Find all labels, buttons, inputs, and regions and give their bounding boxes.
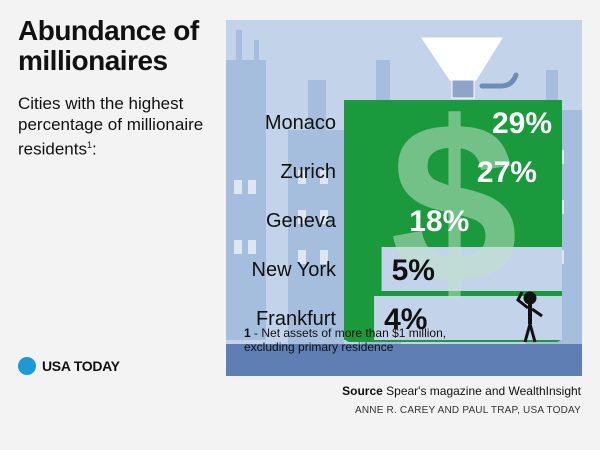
window-0 bbox=[234, 180, 242, 194]
bar-chart: $ Monaco 29% Zurich 27% Geneva 18% New York 5% F… bbox=[226, 20, 582, 376]
bar-geneva bbox=[344, 198, 480, 242]
brand-logo: USA TODAY bbox=[18, 356, 120, 376]
row-backdrop bbox=[344, 296, 562, 340]
brand-name: USA TODAY bbox=[42, 358, 120, 374]
source-label: Source bbox=[342, 384, 383, 398]
value-label: 5% bbox=[392, 254, 435, 287]
brand-dot-icon bbox=[18, 357, 36, 375]
faucet-icon bbox=[479, 72, 519, 89]
source-line: Source Spear's magazine and WealthInsigh… bbox=[342, 384, 581, 398]
window-8 bbox=[298, 250, 306, 264]
chart-title: Abundance of millionaires bbox=[18, 15, 199, 76]
bar-monaco bbox=[344, 100, 562, 144]
value-label: 4% bbox=[384, 303, 427, 336]
bar-new-york bbox=[344, 247, 382, 291]
window-7 bbox=[320, 210, 328, 224]
window-4 bbox=[298, 170, 306, 184]
window-1 bbox=[248, 180, 256, 194]
person-icon bbox=[516, 291, 543, 343]
funnel-icon bbox=[421, 37, 503, 99]
category-label: Geneva bbox=[266, 210, 337, 232]
subtitle-text: Cities with the highest percentage of mi… bbox=[18, 94, 204, 159]
category-label: Frankfurt bbox=[256, 308, 336, 330]
category-label: New York bbox=[252, 259, 337, 281]
window-6 bbox=[298, 210, 306, 224]
ground-band bbox=[226, 344, 582, 376]
category-label: Monaco bbox=[265, 112, 336, 134]
building-4 bbox=[308, 80, 326, 140]
window-5 bbox=[320, 170, 328, 184]
credit-line: ANNE R. CAREY AND PAUL TRAP, USA TODAY bbox=[354, 405, 581, 416]
bar-frankfurt bbox=[344, 296, 375, 340]
value-label: 18% bbox=[409, 205, 469, 238]
labels-group: Monaco 29% Zurich 27% Geneva 18% New York 5% Fra… bbox=[252, 107, 553, 336]
footnote-number: 1 bbox=[244, 326, 251, 340]
bar-zurich bbox=[344, 149, 547, 193]
source-text: Spear's magazine and WealthInsight bbox=[386, 384, 581, 398]
building-0 bbox=[226, 60, 266, 340]
footnote-text: - Net assets of more than $1 million, ex… bbox=[244, 326, 447, 354]
dollar-sign-icon: $ bbox=[390, 74, 518, 331]
bars-group bbox=[344, 100, 562, 340]
value-label: 29% bbox=[492, 107, 552, 140]
window-9 bbox=[320, 250, 328, 264]
subtitle-suffix: : bbox=[92, 139, 97, 159]
building-3 bbox=[288, 130, 344, 350]
window-2 bbox=[234, 240, 242, 254]
window-3 bbox=[248, 240, 256, 254]
value-label: 27% bbox=[477, 156, 537, 189]
building-2 bbox=[254, 40, 259, 70]
footnote: 1 - Net assets of more than $1 million, … bbox=[244, 326, 484, 354]
footnote-marker: 1 bbox=[86, 140, 92, 150]
illustration-panel: $ Monaco 29% Zurich 27% Geneva 18% New York 5% F… bbox=[226, 20, 582, 376]
building-1 bbox=[236, 30, 242, 70]
category-label: Zurich bbox=[280, 161, 336, 183]
chart-subtitle: Cities with the highest percentage of mi… bbox=[18, 93, 218, 160]
